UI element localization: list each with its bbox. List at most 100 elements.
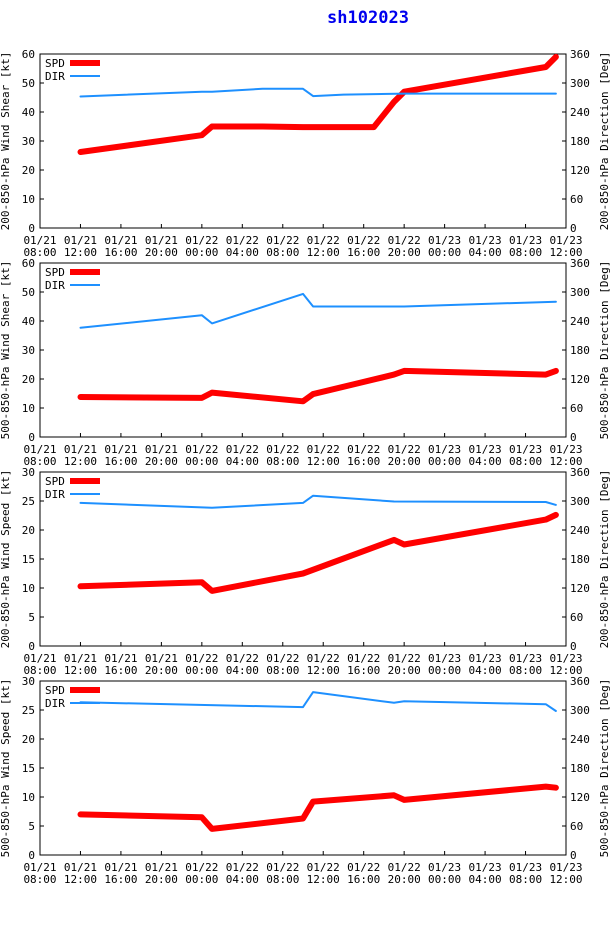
x-tick-label-date: 01/22 (185, 861, 218, 874)
x-tick-label-date: 01/23 (549, 652, 582, 665)
x-tick-label-time: 04:00 (226, 246, 259, 259)
x-tick-label-time: 16:00 (104, 455, 137, 468)
x-tick-label-date: 01/22 (388, 443, 421, 456)
y2-tick-label: 180 (570, 762, 590, 775)
y2-tick-label: 300 (570, 77, 590, 90)
x-tick-label-time: 12:00 (549, 246, 582, 259)
y-tick-label: 30 (22, 675, 35, 688)
x-tick-label-date: 01/23 (549, 443, 582, 456)
y-tick-label: 20 (22, 524, 35, 537)
x-tick-label-date: 01/23 (509, 234, 542, 247)
y-tick-label: 0 (28, 431, 35, 444)
y-axis-label: 500-850-hPa Wind Shear [kt] (0, 261, 12, 440)
y2-tick-label: 300 (570, 286, 590, 299)
x-tick-label-time: 20:00 (388, 664, 421, 677)
y2-tick-label: 240 (570, 733, 590, 746)
y2-tick-label: 180 (570, 553, 590, 566)
x-tick-label-time: 16:00 (347, 873, 380, 886)
x-tick-label-date: 01/22 (388, 652, 421, 665)
x-tick-label-date: 01/23 (428, 443, 461, 456)
x-tick-label-time: 08:00 (509, 246, 542, 259)
x-tick-label-date: 01/22 (307, 652, 340, 665)
x-tick-label-time: 04:00 (469, 664, 502, 677)
x-tick-label-date: 01/23 (428, 861, 461, 874)
y-tick-label: 10 (22, 402, 35, 415)
x-tick-label-date: 01/22 (226, 234, 259, 247)
y2-tick-label: 240 (570, 106, 590, 119)
chart-panel-1: 010203040506006012018024030036001/2108:0… (0, 48, 611, 259)
x-tick-label-time: 00:00 (185, 246, 218, 259)
legend-label-dir: DIR (45, 70, 65, 83)
dir-series-line (79, 292, 557, 329)
x-tick-label-date: 01/21 (145, 234, 178, 247)
x-tick-label-time: 00:00 (428, 664, 461, 677)
y2-tick-label: 120 (570, 582, 590, 595)
y2-tick-label: 240 (570, 524, 590, 537)
y-tick-label: 15 (22, 762, 35, 775)
dir-series-line (79, 691, 557, 712)
y2-tick-label: 60 (570, 611, 583, 624)
x-tick-label-date: 01/21 (64, 443, 97, 456)
x-tick-label-date: 01/22 (388, 234, 421, 247)
y2-tick-label: 240 (570, 315, 590, 328)
y2-tick-label: 360 (570, 466, 590, 479)
x-tick-label-date: 01/22 (226, 443, 259, 456)
y-axis-label: 500-850-hPa Wind Speed [kt] (0, 679, 12, 858)
legend-label-spd: SPD (45, 57, 65, 70)
x-tick-label-time: 12:00 (549, 455, 582, 468)
y-tick-label: 30 (22, 135, 35, 148)
x-tick-label-time: 00:00 (185, 664, 218, 677)
x-tick-label-time: 08:00 (266, 246, 299, 259)
y2-tick-label: 180 (570, 344, 590, 357)
y2-tick-label: 60 (570, 820, 583, 833)
y-tick-label: 30 (22, 344, 35, 357)
x-tick-label-date: 01/21 (104, 234, 137, 247)
legend-label-dir: DIR (45, 488, 65, 501)
legend-label-dir: DIR (45, 697, 65, 710)
x-tick-label-time: 00:00 (185, 455, 218, 468)
y-tick-label: 40 (22, 315, 35, 328)
x-tick-label-date: 01/21 (145, 652, 178, 665)
x-tick-label-time: 20:00 (388, 455, 421, 468)
x-tick-label-date: 01/22 (266, 443, 299, 456)
y-tick-label: 25 (22, 704, 35, 717)
x-tick-label-time: 08:00 (23, 873, 56, 886)
x-tick-label-date: 01/22 (185, 234, 218, 247)
y-tick-label: 20 (22, 373, 35, 386)
y-tick-label: 20 (22, 733, 35, 746)
y2-axis-label: 200-850-hPa Direction [Deg] (598, 470, 611, 649)
chart-panel-4: 05101520253006012018024030036001/2108:00… (0, 675, 611, 886)
x-tick-label-time: 08:00 (23, 664, 56, 677)
chart-panel-3: 05101520253006012018024030036001/2108:00… (0, 466, 611, 677)
legend-label-spd: SPD (45, 475, 65, 488)
spd-series-line (77, 511, 559, 594)
y2-tick-label: 60 (570, 193, 583, 206)
x-tick-label-date: 01/23 (428, 652, 461, 665)
x-tick-label-time: 16:00 (347, 455, 380, 468)
x-tick-label-date: 01/23 (469, 652, 502, 665)
dir-series-line (79, 494, 557, 509)
x-tick-label-date: 01/22 (185, 443, 218, 456)
x-tick-label-date: 01/22 (347, 652, 380, 665)
x-tick-label-date: 01/21 (145, 443, 178, 456)
x-tick-label-time: 20:00 (388, 873, 421, 886)
x-tick-label-time: 08:00 (509, 873, 542, 886)
y-tick-label: 5 (28, 820, 35, 833)
x-tick-label-date: 01/21 (64, 861, 97, 874)
x-tick-label-date: 01/21 (23, 443, 56, 456)
x-tick-label-time: 20:00 (145, 664, 178, 677)
x-tick-label-date: 01/22 (307, 443, 340, 456)
x-tick-label-time: 16:00 (104, 873, 137, 886)
x-tick-label-date: 01/21 (64, 652, 97, 665)
x-tick-label-time: 08:00 (23, 455, 56, 468)
y2-tick-label: 180 (570, 135, 590, 148)
y-tick-label: 60 (22, 48, 35, 61)
x-tick-label-time: 20:00 (145, 873, 178, 886)
x-tick-label-date: 01/23 (509, 861, 542, 874)
x-tick-label-date: 01/22 (226, 652, 259, 665)
x-tick-label-date: 01/22 (347, 861, 380, 874)
x-tick-label-time: 20:00 (388, 246, 421, 259)
x-tick-label-time: 16:00 (104, 246, 137, 259)
x-tick-label-time: 00:00 (428, 455, 461, 468)
